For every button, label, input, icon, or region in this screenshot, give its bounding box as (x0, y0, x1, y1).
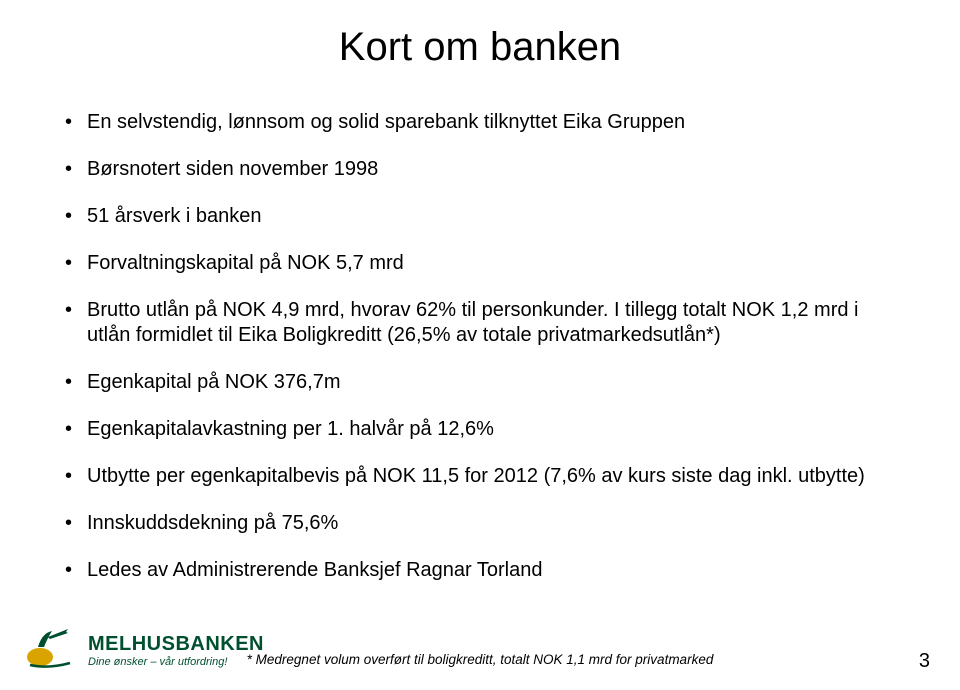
list-item: Forvaltningskapital på NOK 5,7 mrd (65, 251, 895, 276)
bullet-list: En selvstendig, lønnsom og solid spareba… (65, 110, 895, 583)
logo-text: MELHUSBANKEN Dine ønsker – vår utfordrin… (88, 633, 264, 668)
page-title: Kort om banken (65, 25, 895, 70)
logo-name: MELHUSBANKEN (88, 633, 264, 656)
list-item: Brutto utlån på NOK 4,9 mrd, hvorav 62% … (65, 298, 895, 348)
page-number: 3 (919, 650, 930, 673)
list-item: 51 årsverk i banken (65, 204, 895, 229)
list-item: Utbytte per egenkapitalbevis på NOK 11,5… (65, 464, 895, 489)
logo-icon (20, 625, 80, 675)
list-item: Børsnotert siden november 1998 (65, 157, 895, 182)
list-item: Ledes av Administrerende Banksjef Ragnar… (65, 558, 895, 583)
slide-footer: MELHUSBANKEN Dine ønsker – vår utfordrin… (20, 625, 940, 675)
footnote-text: * Medregnet volum overført til boligkred… (247, 652, 714, 667)
list-item: En selvstendig, lønnsom og solid spareba… (65, 110, 895, 135)
list-item: Innskuddsdekning på 75,6% (65, 511, 895, 536)
logo-tagline: Dine ønsker – vår utfordring! (88, 656, 264, 668)
slide-container: Kort om banken En selvstendig, lønnsom o… (0, 0, 960, 690)
list-item: Egenkapitalavkastning per 1. halvår på 1… (65, 417, 895, 442)
logo: MELHUSBANKEN Dine ønsker – vår utfordrin… (20, 625, 264, 675)
list-item: Egenkapital på NOK 376,7m (65, 370, 895, 395)
